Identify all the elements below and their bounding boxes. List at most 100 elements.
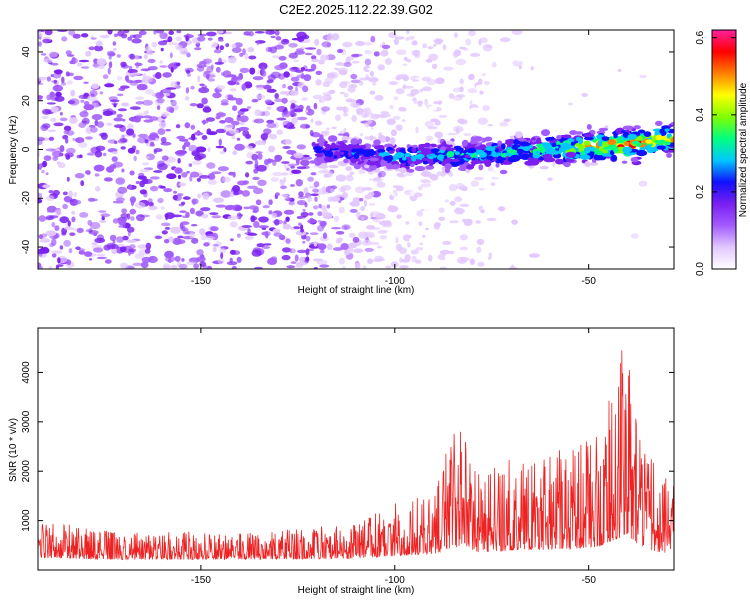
heatmap-cell bbox=[234, 143, 246, 151]
heatmap-cell bbox=[514, 131, 523, 139]
heatmap-cell bbox=[403, 120, 414, 128]
heatmap-cell bbox=[46, 210, 51, 213]
heatmap-cell bbox=[165, 128, 171, 132]
heatmap-cell bbox=[343, 112, 349, 117]
heatmap-cell bbox=[367, 67, 376, 71]
heatmap-cell bbox=[117, 186, 128, 194]
heatmap-cell bbox=[279, 179, 284, 183]
heatmap-cell bbox=[326, 97, 332, 101]
heatmap-cell bbox=[506, 149, 517, 154]
heatmap-cell bbox=[55, 91, 62, 98]
heatmap-cell bbox=[231, 47, 242, 53]
heatmap-cell bbox=[238, 126, 249, 132]
heatmap-cell bbox=[119, 138, 128, 143]
heatmap-cell bbox=[196, 177, 202, 182]
heatmap-cell bbox=[394, 152, 405, 159]
heatmap-cell bbox=[38, 41, 42, 47]
heatmap-cell bbox=[427, 155, 435, 160]
heatmap-cell bbox=[251, 153, 259, 161]
heatmap-cell bbox=[260, 133, 268, 141]
heatmap-cell bbox=[109, 234, 117, 242]
heatmap-cell bbox=[131, 145, 137, 151]
heatmap-cell bbox=[121, 33, 128, 39]
heatmap-cell bbox=[541, 129, 550, 137]
heatmap-cell bbox=[415, 247, 424, 251]
heatmap-cell bbox=[358, 80, 364, 86]
heatmap-cell bbox=[108, 55, 112, 60]
heatmap-cell bbox=[343, 92, 349, 98]
heatmap-cell bbox=[296, 200, 307, 206]
heatmap-cell bbox=[188, 137, 198, 140]
heatmap-cell bbox=[159, 32, 168, 40]
heatmap-cell bbox=[354, 186, 366, 194]
heatmap-cell bbox=[300, 73, 305, 80]
heatmap-cell bbox=[513, 212, 525, 217]
heatmap-cell bbox=[295, 262, 304, 268]
heatmap-cell bbox=[300, 159, 310, 166]
heatmap-cell bbox=[251, 249, 262, 257]
heatmap-cell bbox=[338, 206, 345, 214]
heatmap-cell bbox=[560, 142, 571, 150]
heatmap-cell bbox=[455, 58, 467, 66]
heatmap-cell bbox=[159, 60, 163, 64]
heatmap-cell bbox=[393, 38, 399, 45]
heatmap-cell bbox=[308, 212, 314, 216]
heatmap-cell bbox=[669, 44, 674, 49]
heatmap-cell bbox=[62, 134, 69, 140]
heatmap-cell bbox=[391, 192, 396, 197]
heatmap-cell bbox=[100, 213, 111, 218]
heatmap-cell bbox=[508, 266, 518, 269]
heatmap-cell bbox=[549, 171, 559, 176]
heatmap-cell bbox=[44, 30, 53, 36]
heatmap-cell bbox=[261, 231, 268, 236]
heatmap-cell bbox=[69, 116, 78, 124]
heatmap-cell bbox=[273, 159, 281, 163]
heatmap-cell bbox=[85, 50, 92, 57]
heatmap-cell bbox=[467, 88, 478, 94]
heatmap-cell bbox=[425, 135, 434, 142]
heatmap-cell bbox=[228, 56, 237, 64]
heatmap-cell bbox=[567, 102, 574, 106]
heatmap-cell bbox=[129, 244, 136, 249]
heatmap-cell bbox=[238, 213, 244, 217]
heatmap-cell bbox=[383, 155, 393, 162]
y-tick-label: 1000 bbox=[21, 509, 32, 532]
heatmap-cell bbox=[370, 211, 381, 217]
heatmap-cell bbox=[442, 240, 452, 246]
heatmap-cell bbox=[285, 238, 291, 244]
heatmap-cell bbox=[388, 150, 395, 154]
heatmap-cell bbox=[351, 60, 360, 64]
heatmap-cell bbox=[420, 183, 432, 188]
heatmap-cell bbox=[447, 132, 457, 136]
heatmap-cell bbox=[644, 259, 654, 267]
heatmap-cell bbox=[209, 212, 219, 216]
heatmap-cell bbox=[318, 59, 325, 65]
heatmap-cell bbox=[402, 63, 408, 66]
heatmap-cell bbox=[104, 259, 112, 264]
heatmap-cell bbox=[232, 185, 241, 193]
heatmap-cell bbox=[230, 238, 234, 242]
heatmap-cell bbox=[284, 110, 291, 118]
heatmap-cell bbox=[341, 224, 351, 230]
heatmap-cell bbox=[50, 106, 59, 113]
heatmap-cell bbox=[639, 74, 647, 79]
heatmap-cell bbox=[276, 129, 283, 135]
heatmap-cell bbox=[257, 153, 263, 160]
heatmap-cell bbox=[655, 217, 660, 225]
heatmap-cell bbox=[184, 122, 191, 129]
heatmap-cell bbox=[231, 43, 237, 49]
heatmap-cell bbox=[146, 156, 150, 159]
heatmap-cell bbox=[609, 149, 615, 156]
heatmap-cell bbox=[273, 232, 283, 237]
heatmap-cell bbox=[236, 115, 241, 122]
heatmap-cell bbox=[38, 249, 46, 255]
heatmap-cell bbox=[78, 122, 86, 128]
heatmap-cell bbox=[297, 249, 307, 254]
heatmap-cell bbox=[453, 49, 462, 57]
heatmap-cell bbox=[91, 114, 103, 121]
heatmap-cell bbox=[115, 197, 125, 202]
heatmap-cell bbox=[335, 231, 345, 235]
heatmap-cell bbox=[588, 162, 599, 166]
heatmap-cell bbox=[112, 41, 117, 46]
heatmap-cell bbox=[504, 152, 513, 156]
